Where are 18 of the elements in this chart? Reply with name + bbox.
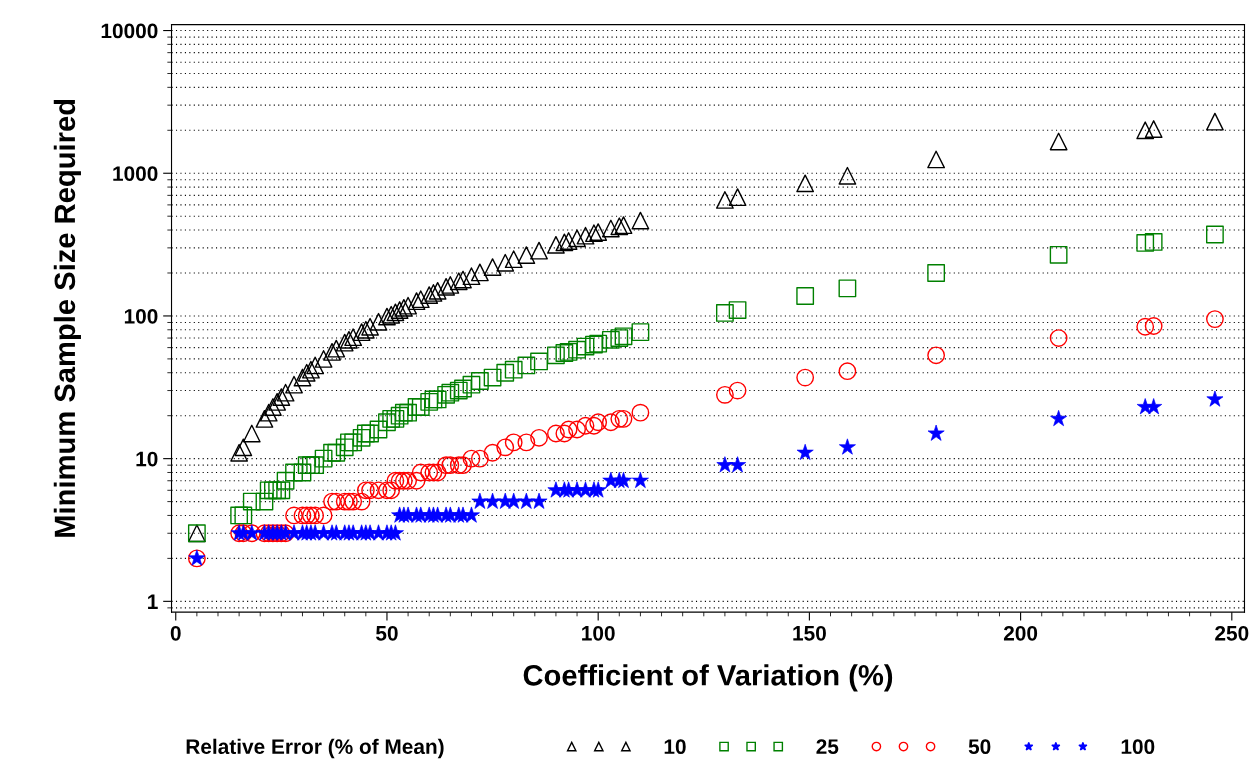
legend-label: 25 bbox=[816, 739, 839, 755]
legend-label: 50 bbox=[968, 739, 991, 755]
y-tick-label: 1000 bbox=[113, 166, 158, 181]
y-tick-label: 100 bbox=[124, 308, 158, 324]
y-tick-label: 10 bbox=[136, 451, 158, 467]
legend-label: 100 bbox=[1121, 739, 1155, 755]
x-tick-label: 250 bbox=[1215, 625, 1249, 641]
x-axis-title: Coefficient of Variation (%) bbox=[523, 664, 893, 692]
x-tick-label: 100 bbox=[582, 625, 615, 641]
y-tick-label: 1 bbox=[148, 594, 158, 609]
legend-title: Relative Error (% of Mean) bbox=[186, 738, 444, 759]
y-axis-title: Minimum Sample Size Required bbox=[53, 99, 81, 537]
x-tick-label: 50 bbox=[376, 625, 398, 641]
y-tick-label: 10000 bbox=[101, 23, 158, 39]
x-tick-label: 200 bbox=[1003, 625, 1038, 641]
x-tick-label: 150 bbox=[793, 625, 826, 641]
x-tick-label: 0 bbox=[170, 625, 181, 641]
legend-label: 10 bbox=[664, 739, 686, 755]
